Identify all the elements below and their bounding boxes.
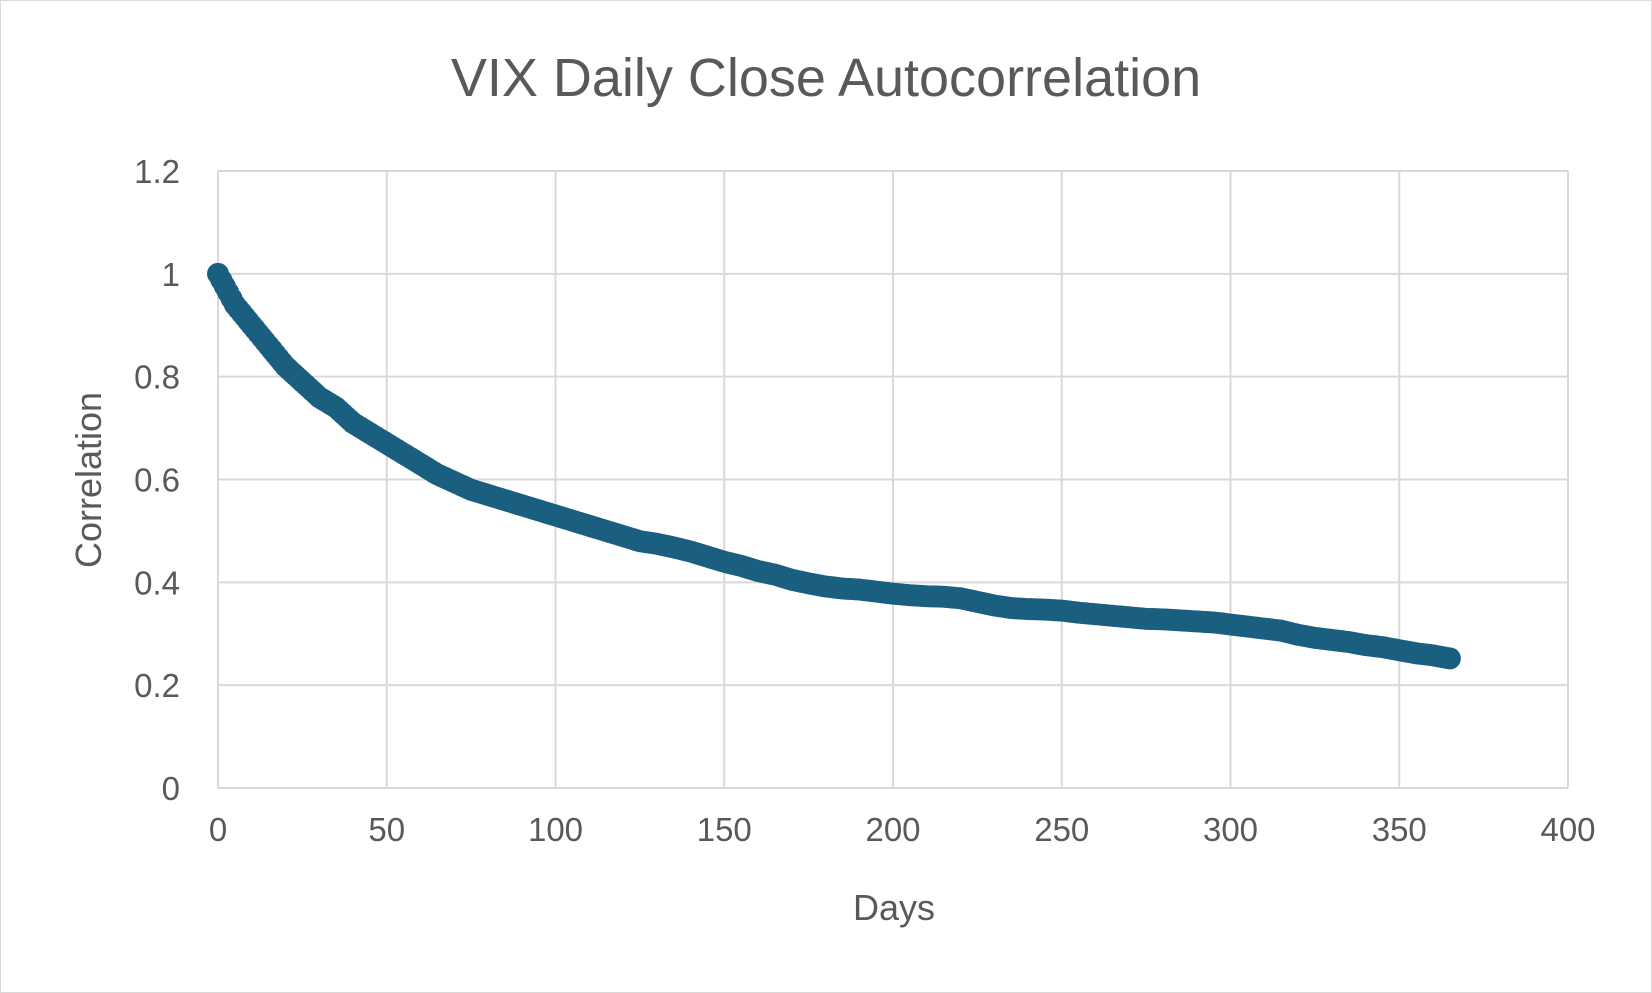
y-tick-label: 0.8 (134, 359, 180, 396)
y-tick-label: 0.2 (134, 667, 180, 704)
y-tick-label: 0.6 (134, 462, 180, 499)
x-tick-label: 150 (697, 811, 752, 848)
x-tick-label: 300 (1203, 811, 1258, 848)
y-tick-label: 1 (162, 256, 180, 293)
x-tick-label: 350 (1372, 811, 1427, 848)
x-tick-label: 100 (528, 811, 583, 848)
y-axis-title: Correlation (68, 392, 109, 568)
x-tick-label: 400 (1540, 811, 1595, 848)
grid-lines (217, 170, 1569, 789)
x-axis-title: Days (853, 887, 935, 928)
x-tick-label: 250 (1034, 811, 1089, 848)
x-tick-label: 0 (209, 811, 227, 848)
y-tick-label: 0 (162, 770, 180, 807)
tick-labels: 0 50 100 150 200 250 300 350 400 0 0.2 0.4 0.6 0.8 1 1.… (134, 153, 1595, 848)
x-tick-label: 50 (368, 811, 405, 848)
chart-title: VIX Daily Close Autocorrelation (451, 48, 1201, 108)
y-tick-label: 0.4 (134, 564, 180, 601)
y-tick-label: 1.2 (134, 153, 180, 190)
data-point (1438, 647, 1461, 670)
data-points (207, 262, 1461, 670)
x-tick-label: 200 (865, 811, 920, 848)
